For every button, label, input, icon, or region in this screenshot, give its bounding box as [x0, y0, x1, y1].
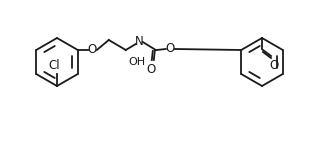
Text: O: O: [165, 42, 174, 56]
Text: O: O: [87, 44, 96, 57]
Text: O: O: [269, 59, 279, 72]
Text: Cl: Cl: [48, 59, 60, 72]
Text: N: N: [134, 36, 143, 49]
Text: OH: OH: [128, 57, 145, 67]
Text: O: O: [146, 63, 155, 76]
